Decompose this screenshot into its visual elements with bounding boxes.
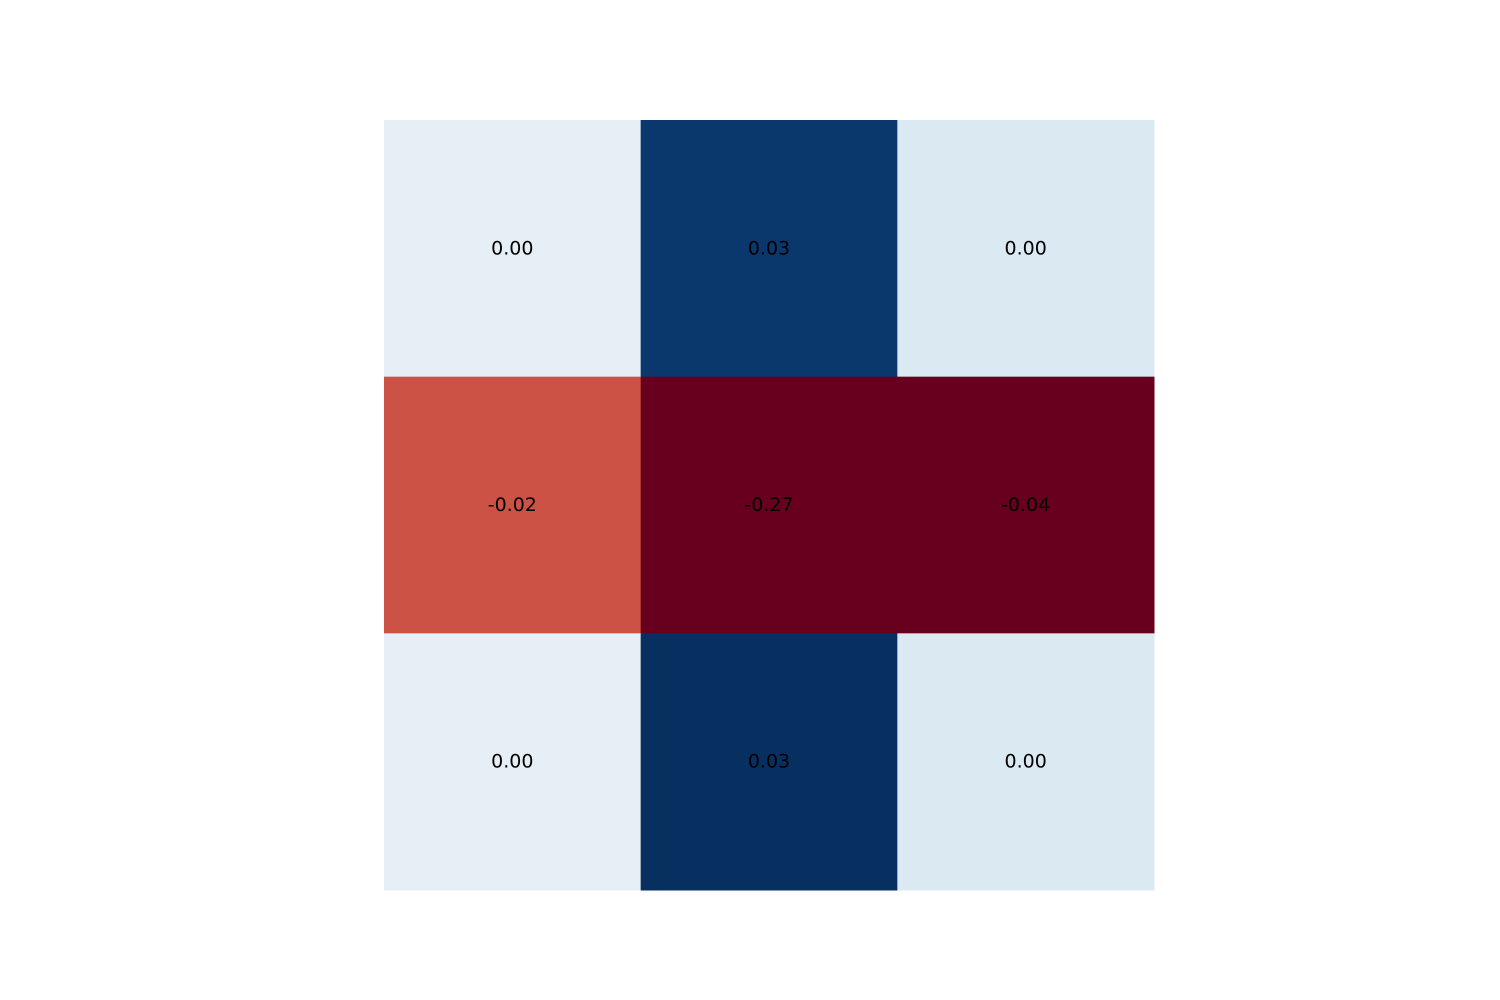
heatmap-cell-label: 0.03 xyxy=(748,237,790,259)
heatmap-cells xyxy=(384,120,1155,891)
heatmap-cell-label: -0.27 xyxy=(744,494,793,516)
heatmap-cell-label: 0.00 xyxy=(491,751,533,773)
heatmap-cell xyxy=(640,120,898,378)
heatmap-cell xyxy=(897,633,1155,891)
heatmap-cell xyxy=(384,376,642,634)
heatmap-cell xyxy=(897,120,1155,378)
heatmap-cell xyxy=(897,376,1155,634)
heatmap-cell-label: 0.03 xyxy=(748,751,790,773)
heatmap-cell xyxy=(384,120,642,378)
heatmap-labels: 0.00 0.03 0.00 -0.02 -0.27 -0.04 0.00 0.03 0.00 xyxy=(488,237,1051,772)
heatmap-cell-label: 0.00 xyxy=(491,237,533,259)
heatmap-cell-label: 0.00 xyxy=(1005,237,1047,259)
heatmap-cell xyxy=(640,376,898,634)
heatmap-cell xyxy=(640,633,898,891)
heatmap-cell-label: -0.02 xyxy=(488,494,537,516)
heatmap-cell-label: 0.00 xyxy=(1005,751,1047,773)
heatmap-cell-label: -0.04 xyxy=(1001,494,1050,516)
heatmap-cell xyxy=(384,633,642,891)
